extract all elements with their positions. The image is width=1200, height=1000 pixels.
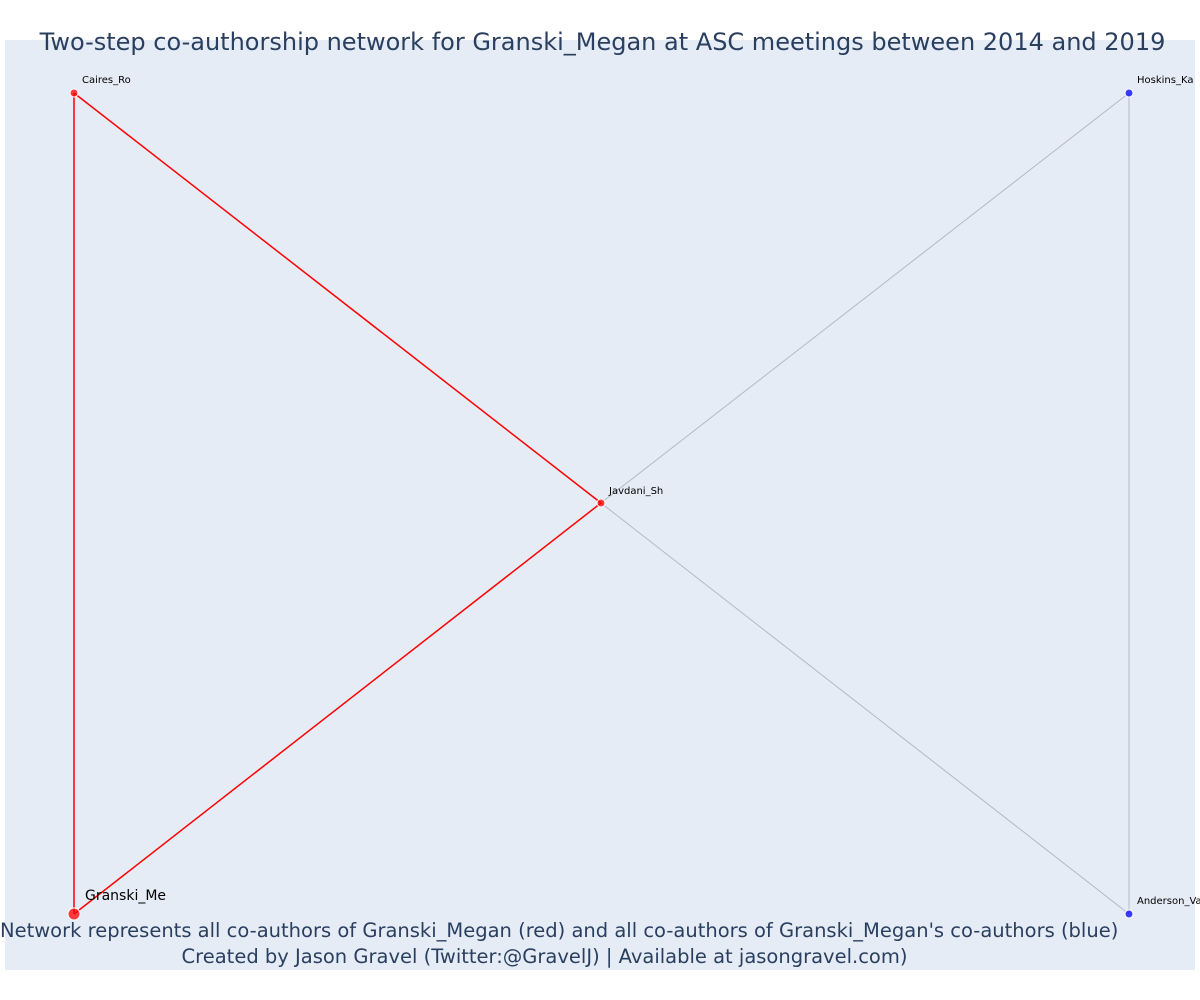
edge-granski-javdani (73, 502, 602, 915)
node-caires[interactable] (69, 88, 79, 98)
edge-javdani-hoskins (600, 92, 1130, 504)
node-javdani[interactable] (596, 498, 606, 508)
node-label-granski: Granski_Me (85, 888, 166, 904)
node-granski[interactable] (67, 907, 81, 921)
nodes-layer (67, 88, 1134, 921)
node-label-anderson: Anderson_Va (1137, 896, 1200, 907)
labels-layer: Granski_Me Caires_Ro Javdani_Sh Hoskins_Ka A… (82, 75, 1200, 907)
caption-line-2: Created by Jason Gravel (Twitter:@Gravel… (181, 945, 908, 968)
figure-title: Two-step co-authorship network for Grans… (39, 28, 1166, 56)
edge-caires-javdani (73, 92, 602, 504)
node-anderson[interactable] (1124, 909, 1134, 919)
node-label-hoskins: Hoskins_Ka (1137, 75, 1193, 86)
node-label-javdani: Javdani_Sh (608, 486, 663, 497)
edges-layer (73, 92, 1130, 915)
node-hoskins[interactable] (1124, 88, 1134, 98)
caption-line-1: Network represents all co-authors of Gra… (0, 919, 1119, 942)
edge-javdani-anderson (600, 502, 1130, 915)
node-label-caires: Caires_Ro (82, 75, 131, 86)
figure-caption: Network represents all co-authors of Gra… (0, 918, 1119, 970)
